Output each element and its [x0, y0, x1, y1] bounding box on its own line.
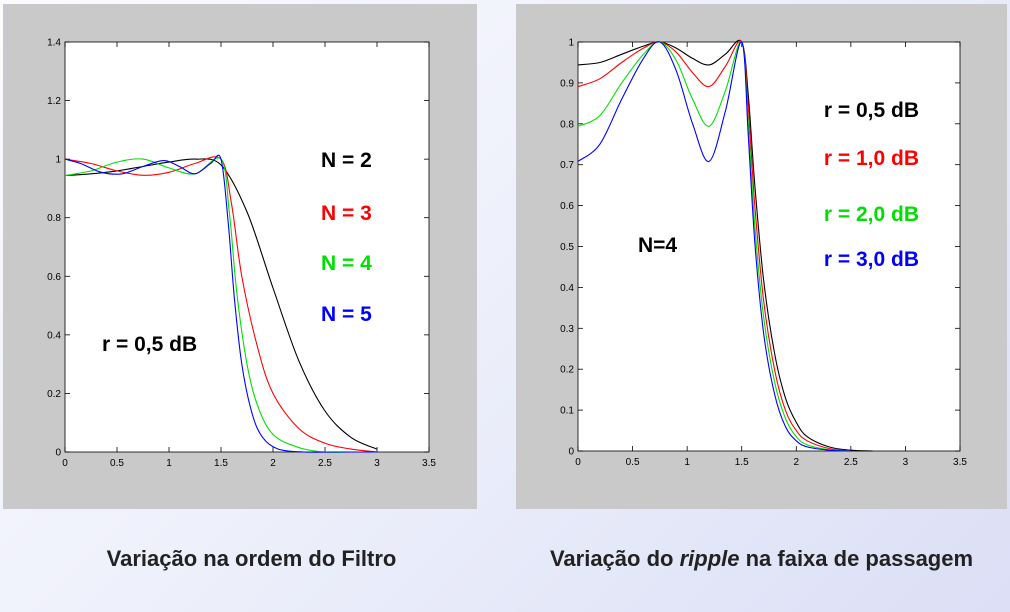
- y-tick-label: 1.2: [47, 96, 61, 107]
- y-tick-label: 0.8: [560, 119, 574, 130]
- x-tick-label: 2.5: [318, 458, 332, 469]
- series-line-1: [577, 39, 873, 452]
- y-tick-label: 0.6: [47, 272, 61, 283]
- x-tick-label: 1.5: [735, 457, 749, 468]
- caption-ripple: Variação do ripple na faixa de passagem: [516, 546, 1007, 572]
- y-tick-label: 0: [568, 447, 574, 458]
- chart-ripple: 0 0.5 1 1.5 2 2.5 3 3.5 0 0.1 0.2 0.3 0.4 0.5 0.6 0.7 0.…: [560, 38, 967, 469]
- y-tick-label: 0.7: [560, 160, 574, 171]
- x-tick-label: 0: [62, 458, 68, 469]
- series-line-4: [64, 154, 377, 453]
- x-tick-label: 1: [166, 458, 172, 469]
- y-tick-label: 0.6: [560, 201, 574, 212]
- label-n3: N = 3: [321, 202, 372, 225]
- x-tick-label: 0.5: [110, 458, 124, 469]
- chart-filter-order: 0 0.5 1 1.5 2 2.5 3 3.5 0 0.2 0.4 0.6 0.8 1 1.2 1.4 N = …: [47, 38, 436, 470]
- x-tick-label: 1.5: [214, 458, 228, 469]
- label-n5: N = 5: [321, 303, 372, 326]
- x-tick-label: 2.5: [844, 457, 858, 468]
- y-tick-label: 0: [55, 448, 61, 459]
- chart-panel-filter-order: 0 0.5 1 1.5 2 2.5 3 3.5 0 0.2 0.4 0.6 0.8 1 1.2 1.4 N = …: [3, 4, 477, 509]
- label-order: N=4: [638, 234, 677, 257]
- label-r10: r = 1,0 dB: [824, 147, 919, 170]
- x-tick-label: 0.5: [626, 457, 640, 468]
- label-r05: r = 0,5 dB: [824, 99, 919, 122]
- y-tick-label: 1: [55, 155, 61, 166]
- label-r20: r = 2,0 dB: [824, 203, 919, 226]
- series-line-4: [577, 41, 851, 452]
- caption-filter-order: Variação na ordem do Filtro: [106, 546, 397, 571]
- caption-ripple-after: na faixa de passagem: [739, 546, 974, 571]
- y-tick-label: 0.2: [560, 365, 574, 376]
- label-ripple: r = 0,5 dB: [102, 333, 197, 356]
- x-tick-label: 2: [794, 457, 800, 468]
- y-tick-label: 0.5: [560, 242, 574, 253]
- caption-ripple-italic: ripple: [679, 546, 740, 571]
- series-line-3: [64, 157, 377, 453]
- x-tick-label: 3.5: [953, 457, 967, 468]
- y-tick-label: 0.8: [47, 213, 61, 224]
- y-tick-label: 1: [568, 38, 574, 49]
- x-tick-label: 2: [270, 458, 276, 469]
- label-r30: r = 3,0 dB: [824, 248, 919, 271]
- y-tick-label: 0.2: [47, 389, 61, 400]
- y-tick-label: 0.1: [560, 406, 574, 417]
- label-n4: N = 4: [321, 252, 372, 275]
- plot-area: [64, 41, 430, 453]
- label-n2: N = 2: [321, 149, 372, 172]
- y-tick-label: 0.3: [560, 324, 574, 335]
- x-tick-label: 0: [575, 457, 581, 468]
- x-tick-label: 3: [374, 458, 380, 469]
- caption-ripple-before: Variação do: [549, 546, 680, 571]
- y-tick-label: 0.9: [560, 78, 574, 89]
- y-tick-label: 0.4: [560, 283, 574, 294]
- x-tick-label: 1: [684, 457, 690, 468]
- y-tick-label: 1.4: [47, 38, 61, 49]
- x-tick-label: 3.5: [422, 458, 436, 469]
- y-tick-label: 0.4: [47, 330, 61, 341]
- plot-area: [577, 41, 961, 452]
- x-tick-label: 3: [903, 457, 909, 468]
- chart-panel-ripple: 0 0.5 1 1.5 2 2.5 3 3.5 0 0.1 0.2 0.3 0.4 0.5 0.6 0.7 0.…: [516, 4, 1007, 509]
